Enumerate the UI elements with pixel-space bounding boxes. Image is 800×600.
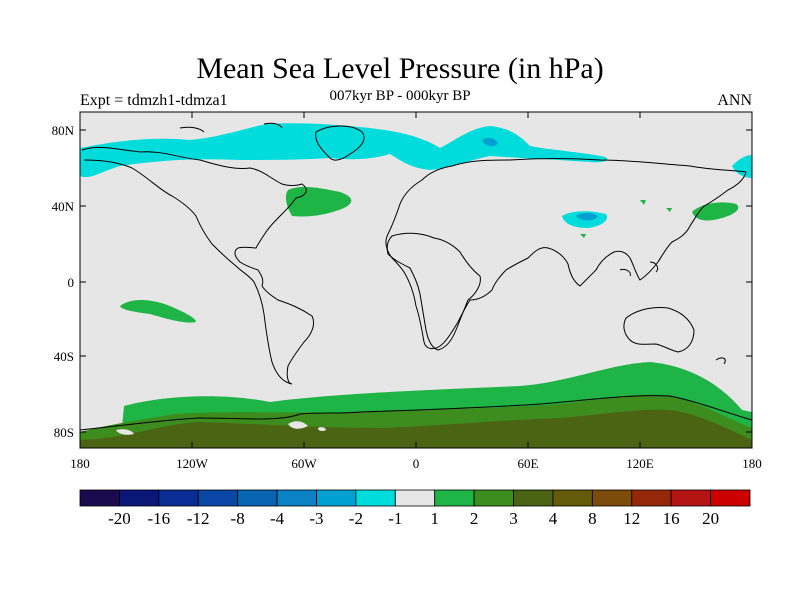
colorbar-label: 4 xyxy=(549,509,558,528)
longitude-axis: 180 120W 60W 0 60E 120E 180 xyxy=(70,112,762,471)
colorbar-swatch xyxy=(591,489,633,507)
colorbar-label: 16 xyxy=(663,509,680,528)
colorbar-label: 3 xyxy=(509,509,518,528)
tibet-negative-core xyxy=(576,213,598,221)
lat-tick-label: 80S xyxy=(54,425,74,440)
colorbar-swatch xyxy=(158,489,199,507)
lon-tick-label: 60W xyxy=(291,456,317,471)
antarctic-positive-band-3 xyxy=(80,409,752,448)
colorbar-swatch xyxy=(394,489,436,507)
colorbar-label: -16 xyxy=(147,509,170,528)
colorbar-swatch xyxy=(473,489,514,507)
latitude-axis: 80N 40N 0 40S 80S xyxy=(52,123,752,440)
experiment-label: Expt = tdmzh1-tdmza1 xyxy=(80,92,228,109)
colorbar: -20 -16 -12 -8 -4 -3 -2 -1 1 2 3 4 8 12 16 20 xyxy=(79,489,751,528)
lat-tick-label: 40S xyxy=(54,349,74,364)
colorbar-swatch xyxy=(316,489,357,507)
colorbar-label: 20 xyxy=(702,509,719,528)
colorbar-swatch xyxy=(276,489,317,507)
colorbar-swatch xyxy=(355,489,396,507)
arctic-negative-band xyxy=(80,123,608,178)
time-period-label: 007kyr BP - 000kyr BP xyxy=(329,88,471,104)
colorbar-label: -3 xyxy=(309,509,323,528)
north-atlantic-positive-area xyxy=(285,186,352,217)
colorbar-label: -20 xyxy=(108,509,131,528)
small-positive-spot-1 xyxy=(580,234,586,238)
northeast-negative-area xyxy=(732,155,752,178)
lon-tick-label: 60E xyxy=(518,456,539,471)
colorbar-label: -12 xyxy=(187,509,210,528)
colorbar-swatch xyxy=(552,489,593,507)
colorbar-swatch xyxy=(631,489,672,507)
lon-tick-label: 120W xyxy=(176,456,209,471)
lon-tick-label: 180 xyxy=(70,456,90,471)
colorbar-label: -8 xyxy=(231,509,245,528)
lat-tick-label: 40N xyxy=(52,199,75,214)
colorbar-label: 2 xyxy=(470,509,479,528)
colorbar-swatch xyxy=(513,489,554,507)
colorbar-swatch xyxy=(79,489,120,507)
lon-tick-label: 0 xyxy=(413,456,420,471)
coastlines xyxy=(80,122,752,431)
colorbar-label: 8 xyxy=(588,509,597,528)
page-title: Mean Sea Level Pressure (in hPa) xyxy=(196,52,604,85)
lat-tick-label: 80N xyxy=(52,123,75,138)
lon-tick-label: 180 xyxy=(742,456,762,471)
colorbar-swatch xyxy=(119,489,160,507)
season-label: ANN xyxy=(717,92,752,109)
arctic-negative-core xyxy=(482,137,498,147)
colorbar-swatch xyxy=(197,489,239,507)
colorbar-label: -2 xyxy=(349,509,363,528)
lat-tick-label: 0 xyxy=(68,275,75,290)
map-field xyxy=(80,112,752,448)
lon-tick-label: 120E xyxy=(626,456,654,471)
colorbar-label: 1 xyxy=(430,509,439,528)
colorbar-label: -4 xyxy=(270,509,285,528)
colorbar-swatch xyxy=(710,489,751,507)
colorbar-label: -1 xyxy=(388,509,402,528)
colorbar-swatch xyxy=(670,489,711,507)
colorbar-label: 12 xyxy=(623,509,640,528)
tropical-pacific-positive-area xyxy=(120,300,196,323)
colorbar-swatch xyxy=(237,489,278,507)
small-positive-spot-2 xyxy=(640,200,646,205)
small-positive-spot-3 xyxy=(666,208,672,212)
colorbar-swatch xyxy=(434,489,475,507)
